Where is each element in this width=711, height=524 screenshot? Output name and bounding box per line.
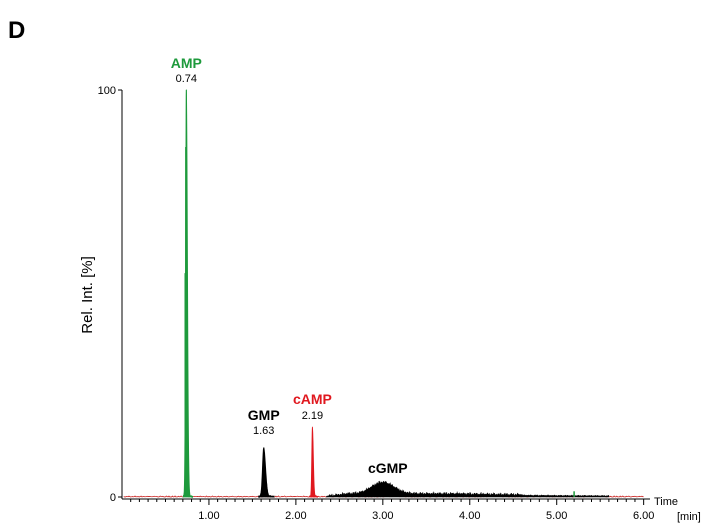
x-axis-unit: [min] [677, 511, 701, 523]
x-tick-label: 5.00 [546, 510, 567, 522]
amp-retention-time: 0.74 [176, 73, 197, 85]
panel-label: D [8, 17, 25, 44]
camp-retention-time: 2.19 [302, 410, 323, 422]
x-tick-label: 2.00 [285, 510, 306, 522]
gmp-retention-time: 1.63 [253, 425, 274, 437]
camp-peak [309, 426, 319, 499]
gmp-peak-name: GMP [248, 407, 280, 423]
x-tick-label: 6.00 [633, 510, 654, 522]
y-tick-label: 0 [110, 492, 116, 504]
x-tick-label: 4.00 [459, 510, 480, 522]
cgmp-peak [326, 480, 610, 498]
amp-peak-name: AMP [171, 55, 202, 71]
peak-labels: AMP 0.74 GMP 1.63 cAMP 2.19 cGMP [171, 55, 408, 476]
axes [121, 90, 650, 500]
x-axis-label: Time [654, 496, 678, 508]
x-tick-label: 1.00 [198, 510, 219, 522]
y-tick-label: 100 [98, 85, 116, 97]
camp-peak-name: cAMP [293, 391, 332, 407]
chromatogram-traces [123, 89, 644, 499]
gmp-peak [258, 447, 275, 499]
y-axis-label: Rel. Int. [%] [79, 256, 96, 334]
x-tick-label: 3.00 [372, 510, 393, 522]
axis-ticks: 0 100 1.00 2.00 3.00 4.00 5.00 6.00 [98, 85, 655, 522]
cgmp-peak-name: cGMP [368, 460, 408, 476]
